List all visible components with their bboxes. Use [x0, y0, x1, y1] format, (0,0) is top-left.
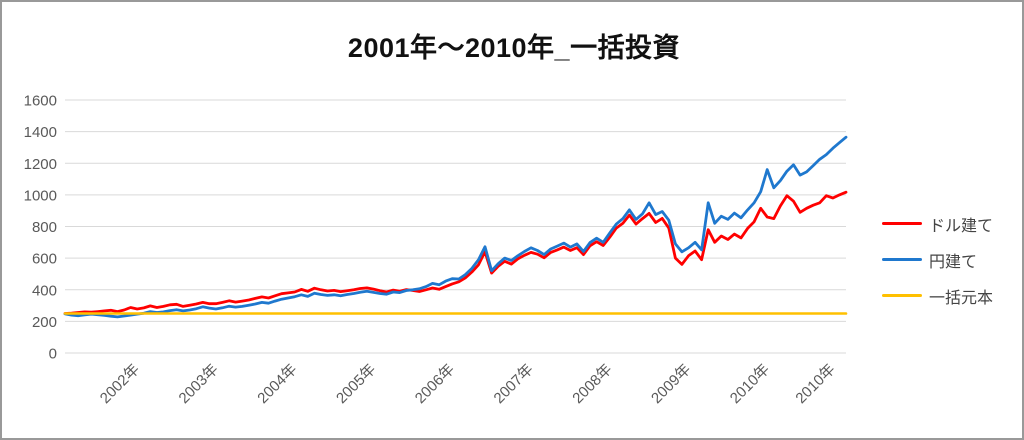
legend-item-principal: 一括元本: [882, 285, 994, 307]
y-tick-label: 400: [32, 282, 57, 299]
y-tick-label: 1000: [24, 187, 57, 204]
y-tick-label: 800: [32, 219, 57, 236]
legend: ドル建て 円建て 一括元本: [882, 213, 994, 307]
x-tick-label: 2005年: [333, 361, 379, 407]
x-tick-label: 2007年: [491, 361, 537, 407]
x-tick-label: 2003年: [176, 361, 222, 407]
legend-swatch-principal: [882, 294, 922, 297]
y-tick-label: 1200: [24, 156, 57, 173]
y-tick-label: 1600: [24, 93, 57, 110]
x-tick-label: 2004年: [254, 361, 300, 407]
x-tick-label: 2009年: [648, 361, 694, 407]
legend-label-usd: ドル建て: [929, 217, 994, 235]
legend-label-jpy: 円建て: [929, 253, 978, 271]
y-tick-label: 0: [49, 346, 57, 363]
legend-swatch-usd: [882, 222, 922, 225]
series-line-usd: [63, 190, 848, 315]
legend-swatch-jpy: [882, 258, 922, 261]
x-tick-label: 2008年: [569, 361, 615, 407]
x-tick-label: 2002年: [97, 361, 143, 407]
x-tick-label: 2010年: [792, 361, 838, 407]
x-tick-label: 2006年: [412, 361, 458, 407]
legend-item-jpy: 円建て: [882, 249, 993, 271]
legend-label-principal: 一括元本: [929, 289, 994, 307]
y-tick-label: 1400: [24, 124, 57, 141]
x-tick-label: 2010年: [727, 361, 773, 407]
chart-title: 2001年～2010年_一括投資: [347, 33, 681, 63]
legend-item-usd: ドル建て: [882, 213, 994, 235]
y-tick-label: 200: [32, 314, 57, 331]
series-line-jpy: [63, 135, 848, 319]
y-tick-label: 600: [32, 251, 57, 268]
